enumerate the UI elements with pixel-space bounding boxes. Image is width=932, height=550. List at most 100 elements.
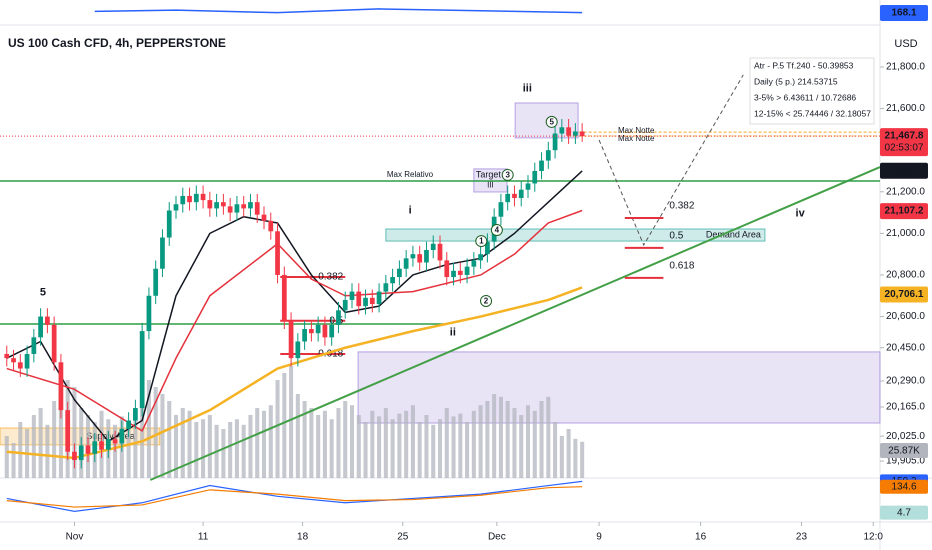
candle-body	[485, 241, 490, 255]
currency-label[interactable]: USD	[894, 38, 917, 50]
candle-body	[207, 200, 213, 209]
candle-body	[99, 441, 104, 450]
y-tick-label: 20,290.0	[886, 376, 925, 387]
wave-label: 3	[505, 171, 510, 180]
candle-body	[72, 451, 77, 461]
volume-bar	[52, 401, 57, 478]
volume-bar	[424, 415, 429, 478]
volume-bar	[322, 410, 327, 478]
volume-bar	[58, 394, 63, 478]
candle-body	[471, 260, 477, 267]
candle-body	[268, 220, 274, 232]
volume-bar	[194, 422, 199, 478]
candle-body	[451, 270, 456, 278]
y-tick-label: 20,025.0	[886, 431, 925, 442]
info-line: Daily (5 p.) 214.53715	[754, 76, 838, 86]
volume-bar	[275, 380, 280, 478]
volume-bar	[377, 416, 382, 478]
volume-bar	[18, 422, 23, 478]
volume-bar	[126, 422, 131, 478]
x-tick-label: 12:0	[863, 532, 883, 543]
volume-bar	[397, 413, 402, 478]
volume-bar	[383, 408, 388, 478]
volume-bar	[72, 387, 77, 478]
x-tick-label: 25	[397, 532, 409, 543]
volume-bar	[302, 401, 307, 478]
volume-bar	[282, 373, 287, 478]
candle-body	[24, 353, 30, 369]
indicator-label: 168.1	[891, 8, 916, 19]
candle-body	[166, 210, 172, 238]
volume-bar	[234, 419, 239, 478]
wave-circle	[490, 224, 503, 237]
candle-body	[552, 133, 558, 151]
candle-body	[173, 204, 179, 211]
candle-body	[227, 206, 233, 213]
y-tick-label: 20,800.0	[886, 270, 925, 281]
volume-bar	[519, 415, 524, 478]
candle-body	[112, 439, 118, 444]
candle-body	[356, 291, 362, 307]
x-tick-label: 18	[297, 532, 309, 543]
volume-bar	[31, 415, 36, 478]
volume-bar	[173, 415, 179, 478]
volume-bar	[580, 441, 585, 478]
info-line: 12-15% < 25.74446 / 32.18057	[754, 108, 871, 118]
fib-label: 0.5	[669, 231, 683, 242]
volume-bar	[201, 419, 206, 478]
volume-bar	[512, 408, 517, 478]
candle-body	[288, 320, 294, 359]
candle-body	[329, 324, 335, 338]
volume-bar	[566, 429, 571, 478]
wave-label: 2	[484, 297, 489, 306]
volume-bar	[207, 415, 212, 478]
candle-body	[309, 329, 314, 334]
candle-body	[254, 202, 260, 215]
volume-bar	[45, 424, 50, 478]
candle-body	[498, 202, 504, 217]
candle-body	[579, 131, 585, 137]
candle-body	[342, 299, 348, 311]
volume-bar	[417, 422, 422, 478]
volume-bar	[451, 416, 456, 478]
candle-body	[261, 214, 267, 221]
macd-hist-label: 4.7	[897, 507, 911, 518]
wave-label: 1	[479, 237, 484, 246]
wave-label: 5	[549, 118, 554, 127]
volume-bar	[349, 405, 355, 478]
volume-bar	[465, 422, 470, 478]
volume-bar	[573, 438, 578, 478]
candle-body	[349, 291, 355, 300]
volume-bar	[492, 394, 497, 478]
price-label: 21,107.2	[885, 206, 924, 217]
volume-bar	[11, 443, 16, 478]
candle-body	[302, 329, 307, 342]
candle-body	[336, 310, 341, 325]
wave-circle	[545, 115, 558, 128]
candle-body	[17, 362, 23, 369]
x-tick-label: 23	[796, 532, 808, 543]
volume-bar	[268, 405, 273, 478]
candle-body	[281, 274, 287, 321]
volume-bar	[160, 394, 165, 478]
candle-body	[105, 439, 111, 450]
candle-body	[241, 204, 247, 209]
price-label: 20,706.1	[885, 289, 924, 300]
macd-line	[6, 480, 583, 512]
zone-sublabel: III	[487, 181, 494, 190]
volume-bar	[309, 408, 314, 478]
chart-title: US 100 Cash CFD, 4h, PEPPERSTONE	[8, 36, 226, 50]
candle-body	[248, 202, 253, 209]
volume-bar	[390, 419, 395, 478]
candle-body	[383, 283, 389, 292]
volume-bar	[553, 422, 558, 478]
candle-body	[200, 193, 206, 201]
x-tick-label: Dec	[488, 532, 506, 543]
volume-bar	[505, 401, 510, 478]
candle-body	[119, 428, 125, 444]
x-tick-label: 11	[198, 532, 209, 543]
candle-body	[315, 324, 321, 334]
volume-bar	[458, 413, 463, 478]
y-tick-label: 20,600.0	[886, 311, 925, 322]
candle-body	[221, 202, 226, 207]
